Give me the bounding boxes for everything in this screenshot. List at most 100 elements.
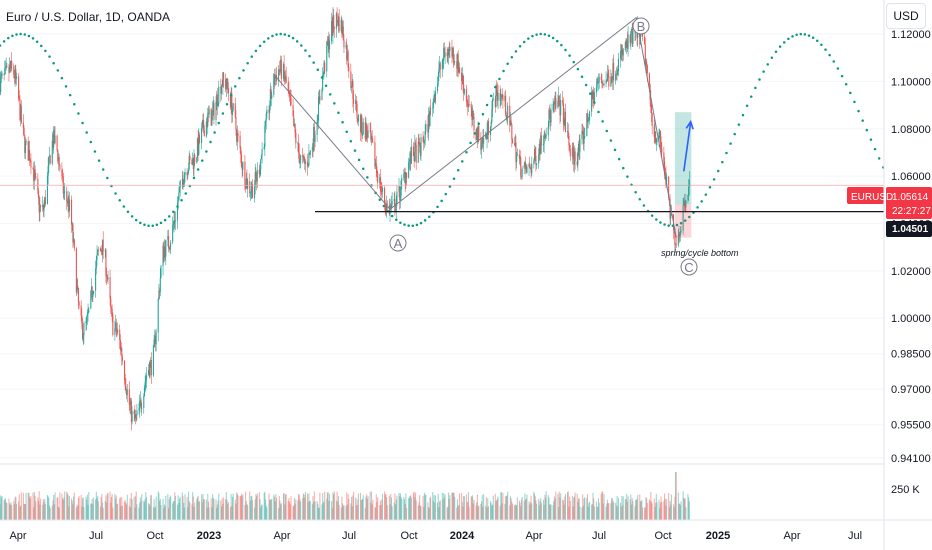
grid-lines (0, 33, 884, 459)
volume-bar (311, 504, 313, 520)
candle-body (342, 26, 344, 40)
wave-dot (498, 77, 501, 81)
abc-wave-line (389, 17, 637, 210)
wave-dot (291, 36, 295, 40)
volume-bar (530, 495, 532, 520)
volume-bar (44, 498, 46, 520)
volume-bar (465, 494, 467, 520)
volume-bar (582, 505, 584, 520)
volume-bar (213, 499, 215, 520)
volume-bar (250, 496, 252, 520)
volume-bar (276, 498, 278, 520)
volume-bar (630, 504, 633, 520)
volume-bar (454, 496, 456, 520)
wave-dot (617, 157, 621, 161)
volume-bar (439, 501, 441, 520)
candle-body (353, 98, 355, 104)
wave-dot (729, 142, 732, 145)
candle-body (48, 156, 50, 166)
volume-bar (188, 500, 190, 520)
candle-body (399, 186, 401, 201)
drawings-layer[interactable] (0, 17, 932, 276)
candle-body (348, 67, 350, 72)
volume-bar (22, 492, 24, 520)
candle-body (361, 116, 363, 136)
volume-bar (668, 506, 670, 520)
volume-bar (557, 493, 559, 520)
candle-body (182, 178, 184, 187)
volume-bar (292, 505, 294, 520)
volume-bar (67, 494, 69, 520)
volume-bar (520, 499, 523, 520)
wave-dot (361, 167, 365, 171)
x-tick-label: 2025 (706, 530, 730, 542)
candle-body (463, 84, 465, 94)
volume-bar (198, 501, 200, 520)
candle-body (461, 75, 463, 82)
volume-bar (366, 498, 368, 520)
volume-bar (687, 493, 689, 520)
volume-bar (231, 496, 234, 520)
wave-dot (2, 40, 6, 43)
candle-body (178, 192, 180, 201)
volume-bar (525, 498, 527, 520)
volume-bar (549, 504, 551, 520)
y-tick-label: 0.97000 (891, 384, 931, 396)
candle-body (15, 76, 18, 79)
wave-dot (461, 160, 464, 163)
currency-button[interactable]: USD (886, 3, 926, 29)
volume-bar (92, 504, 94, 520)
volume-bar (260, 504, 262, 520)
candle-body (174, 220, 176, 222)
wave-dot (716, 169, 720, 173)
wave-dot (473, 132, 476, 135)
wave-dot (229, 93, 233, 97)
candle-body (632, 30, 634, 45)
candle-body (119, 329, 121, 340)
candle-body (73, 239, 75, 243)
wave-dot (721, 160, 724, 164)
candle-body (420, 137, 422, 156)
candle-body (410, 152, 412, 164)
volume-bar (138, 507, 140, 520)
volume-bar (192, 496, 194, 520)
candle-body (511, 139, 514, 144)
wave-dot (126, 210, 130, 214)
candle-body (496, 85, 498, 91)
volume-bar (365, 496, 367, 520)
volume-bar (212, 494, 214, 520)
volume-bar (410, 497, 412, 520)
volume-bar (673, 507, 675, 520)
volume-bar (395, 504, 397, 520)
candle-body (577, 155, 579, 165)
candle-body (319, 96, 321, 101)
candle-body (114, 328, 116, 335)
volume-bar (90, 503, 92, 520)
volume-bar (471, 497, 473, 520)
volume-bar (326, 492, 329, 520)
volume-bar (123, 501, 126, 520)
candle-body (615, 73, 617, 75)
candle-body (494, 98, 496, 108)
candle-body (268, 109, 270, 113)
candle-body (486, 131, 488, 140)
candle-body (20, 105, 22, 123)
candle-body (476, 128, 478, 143)
volume-bar (285, 493, 287, 520)
volume-bar (566, 492, 569, 520)
wave-dot (77, 112, 80, 115)
candle-body (302, 156, 304, 158)
wave-dot (366, 176, 369, 179)
candle-body (316, 121, 318, 135)
candle-body (258, 169, 260, 175)
volume-bar (438, 507, 440, 520)
candle-body (596, 81, 598, 88)
candle-body (538, 144, 540, 155)
volume-bar (249, 500, 251, 520)
candle-body (318, 96, 320, 98)
volume-bar (374, 507, 376, 520)
wave-dot (40, 44, 43, 48)
candle-body (278, 69, 280, 72)
volume-bar (669, 500, 671, 520)
